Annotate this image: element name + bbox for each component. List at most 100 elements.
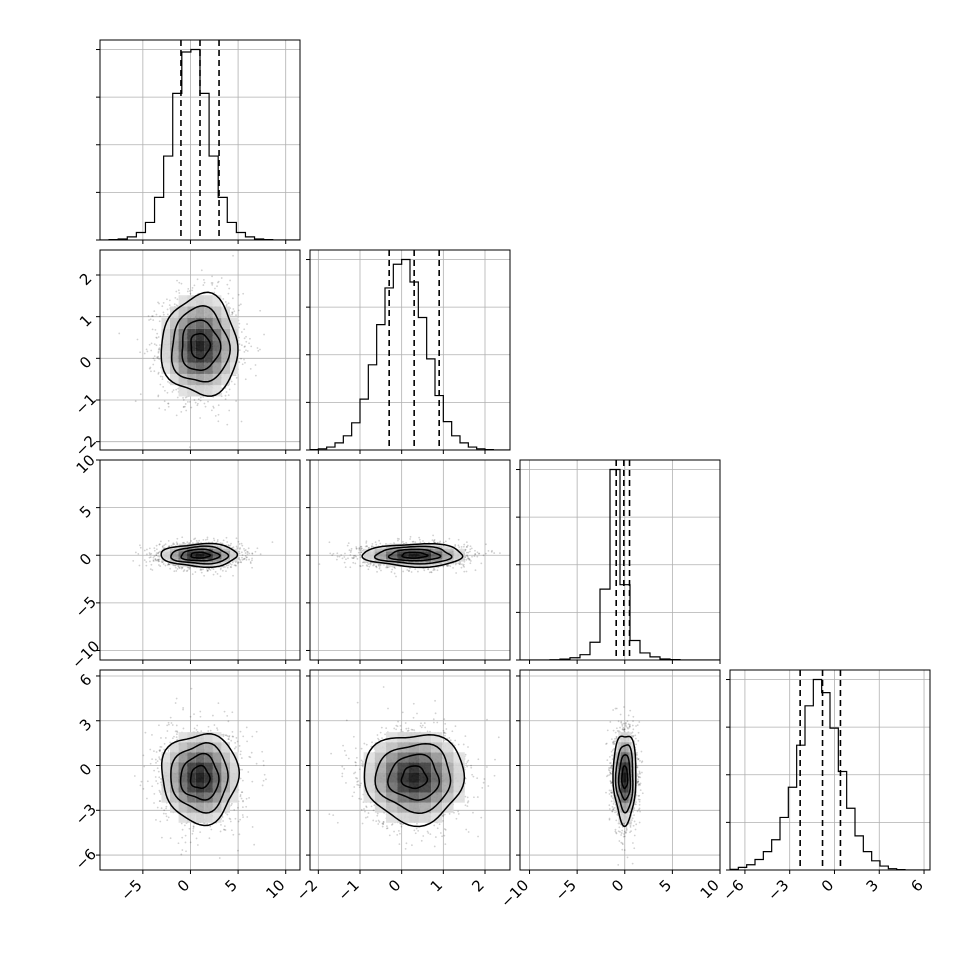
hist-bar [580,655,590,660]
sample-point [396,537,399,540]
sample-point [190,540,193,542]
sample-point [231,313,233,316]
sample-point [200,269,203,272]
sample-point [153,355,156,358]
sample-point [230,563,233,566]
sample-point [196,402,199,405]
sample-point [460,545,463,548]
sample-point [259,348,261,351]
sample-point [408,569,410,572]
sample-point [168,545,171,548]
sample-point [226,283,229,286]
sample-point [222,298,225,300]
sample-point [234,374,237,377]
hist-bar [164,156,173,240]
sample-point [431,539,434,542]
sample-point [231,547,234,549]
sample-point [150,342,153,345]
sample-point [378,566,381,568]
sample-point [259,309,262,312]
sample-point [162,313,165,316]
sample-point [149,568,152,571]
density-cell [195,548,205,552]
sample-point [182,405,185,408]
sample-point [207,400,209,403]
sample-point [249,561,252,563]
density-cell [178,553,188,557]
density-cell [212,340,222,352]
sample-point [220,277,223,279]
sample-point [217,413,220,416]
sample-point [378,563,381,566]
sample-point [149,560,151,563]
sample-point [225,304,228,307]
sample-point [352,557,355,559]
sample-point [256,347,259,349]
sample-point [168,563,171,566]
sample-point [186,541,189,544]
sample-point [239,547,241,549]
sample-point [158,543,161,546]
sample-point [231,311,233,314]
density-cell [195,340,205,352]
sample-point [175,541,178,544]
sample-point [230,542,232,545]
sample-point [158,347,161,350]
density-cell [212,362,222,374]
sample-point [159,315,161,318]
sample-point [238,349,241,352]
sample-point [231,561,234,564]
sample-point [157,558,159,561]
sample-point [240,344,243,347]
hist-bar [590,642,600,660]
sample-point [246,323,248,325]
sample-point [214,287,216,290]
sample-point [197,398,200,401]
sample-point [242,558,245,561]
sample-point [157,559,160,562]
sample-point [212,568,215,570]
sample-point [184,405,186,408]
sample-point [360,551,363,554]
sample-point [422,540,424,542]
sample-point [427,567,430,570]
sample-point [346,544,349,547]
sample-point [243,557,246,560]
sample-point [244,549,247,551]
sample-point [143,352,146,355]
density-cell [195,362,205,374]
sample-point [242,292,245,295]
hist-bar [847,808,855,870]
sample-point [214,414,217,417]
density-cell [161,340,170,352]
sample-point [173,543,176,546]
sample-point [132,559,135,562]
contour-line [190,332,212,360]
density-cell [178,546,188,549]
sample-point [153,370,156,373]
sample-point [237,309,240,312]
sample-point [158,302,160,305]
sample-point [354,562,357,565]
sample-point [155,313,158,316]
density-cell [187,306,196,318]
sample-point [178,281,181,284]
sample-point [150,552,153,555]
sample-point [442,565,445,568]
sample-point [358,548,361,551]
sample-point [182,570,185,573]
sample-point [243,328,246,331]
sample-point [318,563,321,565]
sample-point [225,303,228,306]
sample-point [241,558,244,561]
sample-point [216,572,219,575]
sample-point [147,315,150,317]
sample-point [134,400,137,403]
sample-point [220,567,222,570]
density-cell [170,553,179,557]
sample-point [157,301,159,304]
sample-point [161,545,164,548]
density-cell [195,295,205,307]
sample-point [355,547,358,550]
density-cell [161,548,170,552]
